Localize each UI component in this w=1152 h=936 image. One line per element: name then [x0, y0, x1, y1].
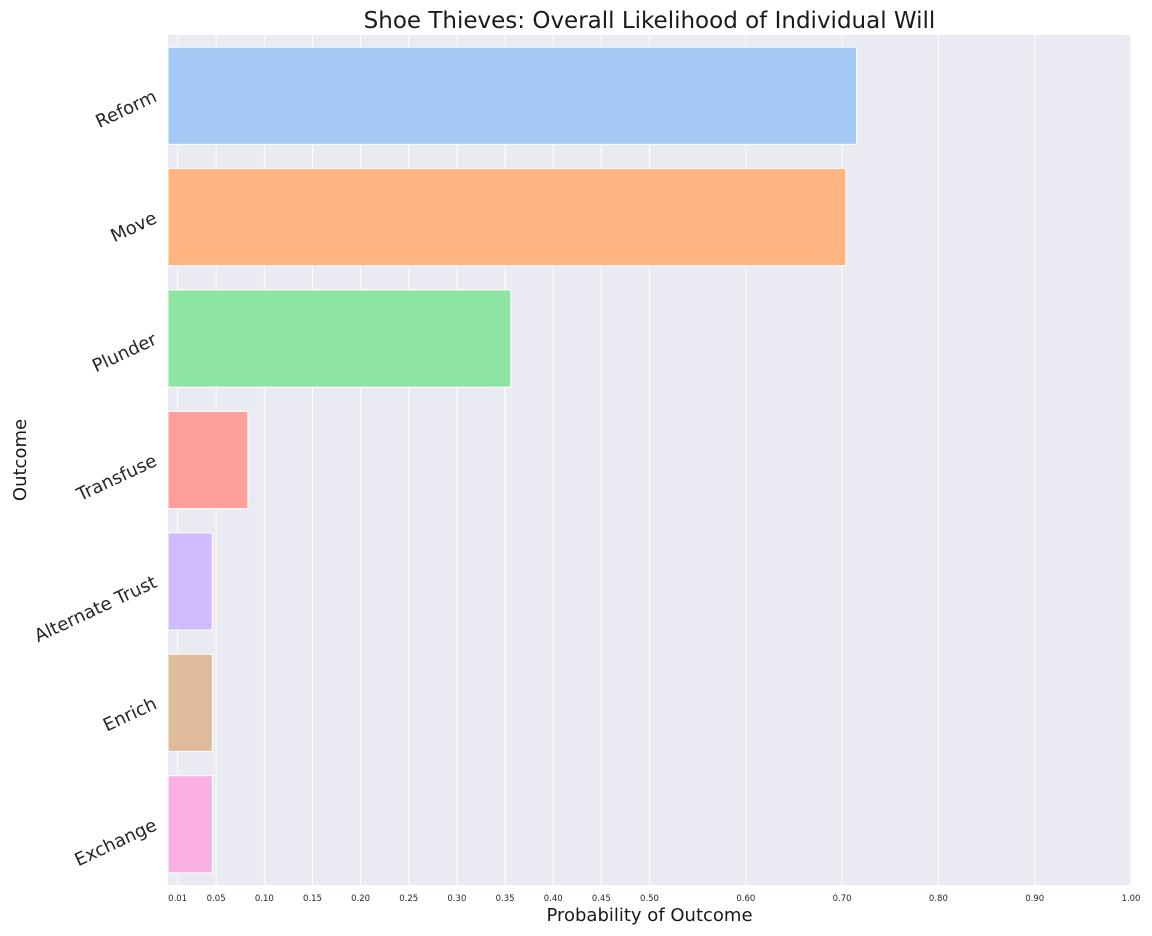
category-label: Enrich — [100, 693, 160, 736]
bar-alternate-trust — [167, 532, 213, 631]
x-tick-label: 0.35 — [496, 894, 515, 904]
x-tick-label: 0.45 — [592, 894, 611, 904]
x-tick-label: 0.60 — [736, 894, 755, 904]
bar-move — [167, 168, 847, 267]
category-labels: Reform Move Plunder Transfuse Alternate Trus… — [31, 86, 160, 871]
bar-exchange — [167, 775, 213, 874]
category-label: Exchange — [72, 815, 161, 871]
x-tick-label: 0.90 — [1025, 894, 1044, 904]
x-tick-label: 0.10 — [255, 894, 274, 904]
category-label: Transfuse — [73, 450, 161, 506]
bar-enrich — [167, 653, 213, 752]
x-tick-label: 0.15 — [303, 894, 322, 904]
bar-plunder — [167, 289, 512, 388]
category-label: Move — [107, 208, 160, 247]
bar-transfuse — [167, 410, 249, 510]
x-tick-label: 0.01 — [168, 894, 187, 904]
category-label: Alternate Trust — [31, 572, 160, 647]
x-tick-label: 0.20 — [351, 894, 370, 904]
category-label: Reform — [93, 86, 161, 132]
x-tick-label: 0.25 — [399, 894, 418, 904]
category-label: Plunder — [89, 329, 161, 377]
x-tick-label: 0.05 — [207, 894, 226, 904]
x-tick-labels: 0.01 0.05 0.10 0.15 0.20 0.25 0.30 0.35 0.40 0.45… — [168, 894, 1140, 904]
bar-reform — [167, 46, 858, 145]
bars — [167, 46, 858, 874]
x-tick-label: 0.50 — [640, 894, 659, 904]
x-tick-label: 0.30 — [447, 894, 466, 904]
x-tick-label: 0.80 — [929, 894, 948, 904]
chart-title: Shoe Thieves: Overall Likelihood of Indi… — [364, 8, 936, 34]
x-tick-label: 1.00 — [1122, 894, 1141, 904]
y-axis-label: Outcome — [10, 419, 31, 501]
x-tick-label: 0.70 — [833, 894, 852, 904]
x-tick-label: 0.40 — [544, 894, 563, 904]
x-axis-label: Probability of Outcome — [546, 905, 752, 926]
